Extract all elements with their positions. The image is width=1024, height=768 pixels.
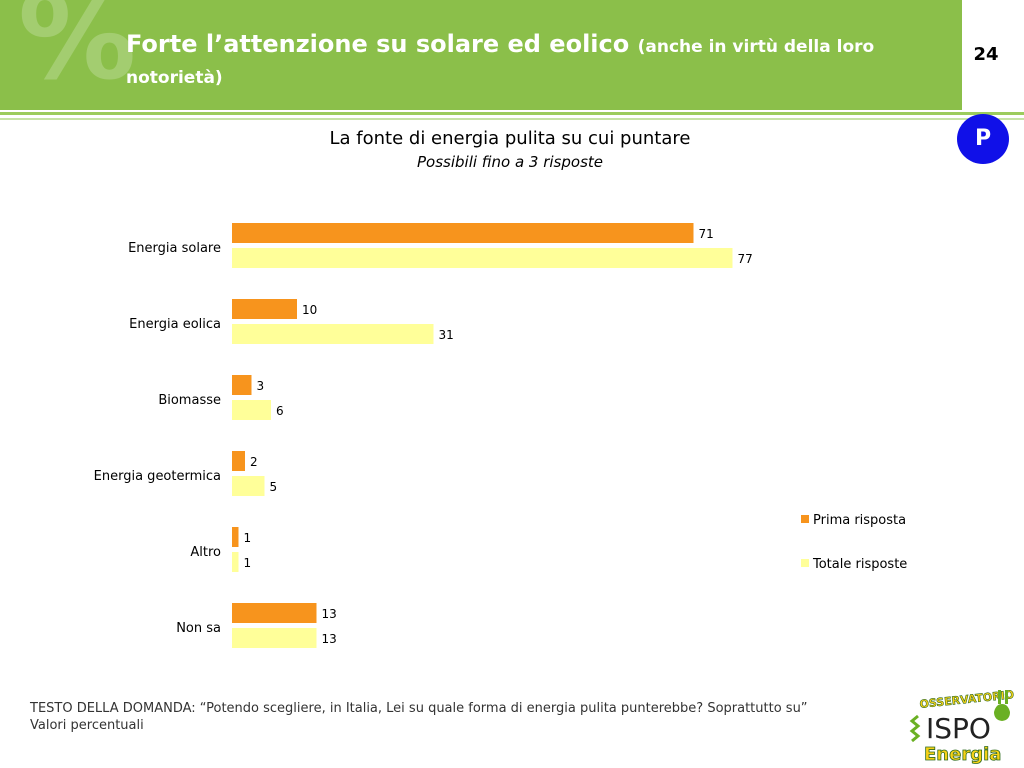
bar [232,375,252,395]
data-label: 10 [302,303,317,317]
data-label: 13 [322,632,337,646]
data-label: 1 [244,556,252,570]
chart-title: La fonte di energia pulita su cui puntar… [329,128,691,149]
legend-swatch [801,559,809,567]
bar [232,248,733,268]
category-label: Altro [190,545,221,560]
data-label: 77 [738,252,753,266]
ispo-energia-logo: OSSERVATORIO ISPO Energia [909,688,1015,765]
footer-note: TESTO DELLA DOMANDA: “Potendo scegliere,… [30,700,910,734]
bar [232,527,239,547]
page-number: 24 [973,44,999,65]
data-label: 31 [439,328,454,342]
data-label: 13 [322,607,337,621]
logo-bottom-text: Energia [924,744,1001,765]
data-label: 2 [250,455,258,469]
bar [232,476,265,496]
question-text: TESTO DELLA DOMANDA: “Potendo scegliere,… [30,701,808,716]
data-label: 5 [270,480,278,494]
legend-label: Prima risposta [813,513,906,528]
bar [232,324,434,344]
header-bar: % Forte l’attenzione su solare ed eolico… [0,0,962,110]
bar [232,552,239,572]
plug-icon [909,690,1010,743]
bar [232,223,694,243]
legend-label: Totale risposte [812,557,907,572]
page-title-sub: (anche in virtù della loro notorietà) [126,37,875,88]
bar [232,628,317,648]
category-label: Non sa [176,621,221,636]
page-number-box: 24 [962,0,1024,110]
page-title-main: Forte l’attenzione su solare ed eolico [126,30,630,58]
bar [232,400,271,420]
chart-subtitle: Possibili fino a 3 risposte [417,153,603,171]
category-label: Energia eolica [129,317,221,332]
page-title: Forte l’attenzione su solare ed eolico (… [126,30,926,92]
data-label: 6 [276,404,284,418]
category-label: Energia solare [128,241,221,256]
category-label: Energia geotermica [94,469,221,484]
p-badge: P [957,114,1009,164]
header-divider-light [0,118,1024,120]
percent-decoration-icon: % [18,0,137,106]
logo-middle-text: ISPO [926,712,991,745]
header-divider [0,112,1024,115]
data-label: 71 [699,227,714,241]
bar [232,451,245,471]
bar [232,603,317,623]
data-label: 3 [257,379,265,393]
data-label: 1 [244,531,252,545]
category-label: Biomasse [158,393,221,408]
legend-swatch [801,515,809,523]
values-note: Valori percentuali [30,718,144,733]
bar [232,299,297,319]
